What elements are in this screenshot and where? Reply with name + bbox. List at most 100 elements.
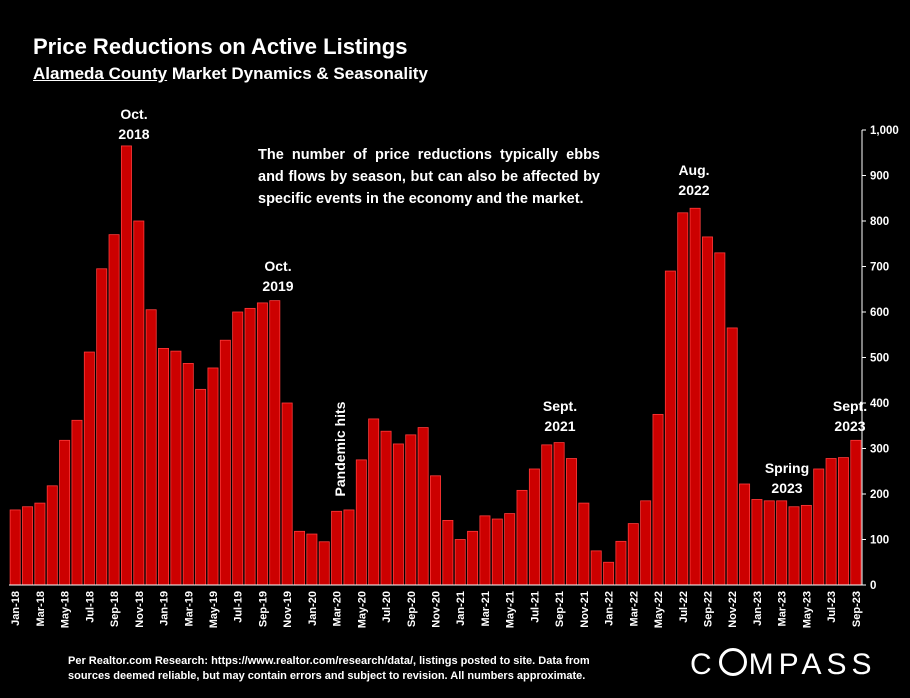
bar-Mar-20 [331,510,343,586]
bar-Nov-20 [430,475,441,586]
annotation-sept-2021-line1: Sept. [542,398,578,414]
x-tick-label: Sep-21 [554,591,566,627]
bar-Jan-18 [9,509,21,586]
bar-Oct-20 [417,427,429,586]
y-tick-label: 800 [870,216,889,228]
x-tick-label: Nov-22 [727,591,739,628]
x-tick-label: May-19 [208,591,220,628]
bar-Sep-23 [850,439,862,586]
bar-Aug-23 [837,457,849,586]
y-tick-label: 100 [870,535,889,547]
county-name: Alameda County [33,64,168,83]
logo-o-icon [718,648,747,676]
annotation-sept-2021: Sept. 2021 [532,396,588,436]
x-tick-label: May-20 [356,591,368,628]
x-tick-label: Jan-19 [159,591,171,626]
bars-group [9,145,862,586]
x-tick-label: Jan-21 [455,591,467,626]
bar-Oct-18 [120,145,132,586]
bar-Aug-18 [96,268,108,586]
bar-Oct-21 [566,458,577,586]
y-tick-label: 200 [870,489,889,501]
bar-May-18 [59,439,71,586]
x-tick-label: Mar-21 [480,591,492,626]
annotation-sept-2023-line2: 2023 [834,418,866,434]
bar-Sep-21 [553,442,565,586]
bar-Mar-22 [627,523,639,586]
bar-Dec-21 [590,550,602,586]
y-tick-label: 700 [870,262,889,274]
x-tick-label: May-23 [801,591,813,628]
x-tick-label: Nov-21 [579,591,591,628]
bar-Feb-19 [170,350,182,586]
x-tick-label: Jul-21 [529,591,541,623]
annotation-oct-2019-line1: Oct. [264,258,292,274]
bar-May-19 [207,367,219,586]
bar-Feb-21 [467,530,479,586]
bar-Jul-21 [528,468,540,586]
y-tick-label: 900 [870,171,889,183]
bar-Jan-23 [751,499,763,586]
bar-Jul-23 [825,458,837,586]
bar-Feb-18 [22,506,34,586]
annotation-spring-2023-line1: Spring [764,460,810,476]
y-tick-label: 1,000 [870,125,899,137]
bar-Sep-22 [702,236,713,586]
x-tick-label: Mar-20 [332,591,344,626]
x-tick-label: Jan-20 [307,591,319,626]
x-tick-label: Nov-19 [282,591,294,628]
annotation-oct-2019: Oct. 2019 [250,256,306,296]
bar-Apr-22 [640,500,652,586]
x-tick-label: Jul-19 [233,591,245,623]
bar-Jun-22 [664,270,676,586]
annotation-spring-2023-line2: 2023 [771,480,803,496]
bar-Mar-23 [776,500,788,586]
chart-note: The number of price reductions typically… [258,147,600,207]
footer-line-2: sources deemed reliable, but may contain… [68,670,586,682]
bar-May-22 [652,413,664,586]
x-tick-label: Jan-18 [10,591,22,626]
y-tick-label: 300 [870,444,889,456]
annotation-oct-2018-line2: 2018 [118,126,150,142]
x-tick-label: Nov-18 [134,591,146,628]
bar-Aug-20 [392,443,404,586]
bar-Feb-20 [318,541,330,586]
bar-Aug-19 [244,307,256,586]
x-tick-label: May-18 [60,591,72,628]
bar-Nov-22 [726,327,738,586]
x-tick-label: Jul-23 [826,591,838,623]
annotation-aug-2022: Aug. 2022 [666,160,722,200]
footer-line-1: Per Realtor.com Research: https://www.re… [68,655,590,667]
x-tick-label: Mar-18 [35,591,47,626]
bar-May-21 [504,513,516,586]
bar-Jul-20 [380,430,392,586]
annotation-aug-2022-line2: 2022 [678,182,710,198]
y-tick-label: 400 [870,398,889,410]
annotation-oct-2019-line2: 2019 [262,278,294,294]
bar-Jul-18 [83,351,95,586]
bar-Sep-20 [405,434,417,586]
bar-Dec-19 [294,530,305,586]
bar-Jan-20 [306,533,318,586]
bar-Apr-23 [788,506,800,586]
bar-Dec-18 [145,309,157,586]
chart-subtitle: Alameda County Market Dynamics & Seasona… [33,64,428,84]
axes-group: 0 100 200 300 400 500 600 700 800 900 1,000 Jan-18 M… [9,125,899,628]
bar-Nov-21 [578,502,590,586]
x-tick-label: Jul-20 [381,591,393,623]
annotation-sept-2023-line1: Sept. [832,398,868,414]
x-tick-label: Jul-18 [84,591,96,623]
bar-Mar-18 [34,502,46,586]
bar-Oct-19 [269,300,281,586]
bar-Jun-18 [71,419,83,586]
bar-Jan-19 [158,347,170,586]
chart-title: Price Reductions on Active Listings [33,34,408,59]
x-tick-label: Sep-23 [851,591,863,627]
bar-Aug-22 [689,207,701,586]
bar-Sep-19 [256,302,268,586]
bar-May-20 [355,459,367,586]
x-tick-label: Sep-18 [109,591,121,627]
x-tick-label: Jul-22 [678,591,690,623]
bar-Apr-20 [343,509,355,586]
bar-Jul-19 [232,311,244,586]
